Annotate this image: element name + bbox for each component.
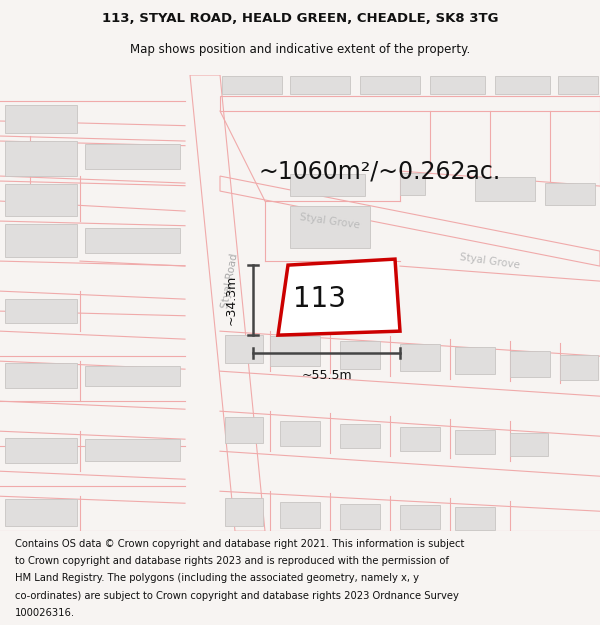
Bar — [455, 508, 495, 530]
Polygon shape — [278, 259, 400, 335]
Bar — [270, 336, 320, 366]
Text: ~55.5m: ~55.5m — [301, 369, 352, 382]
Bar — [430, 76, 485, 94]
Bar — [225, 498, 263, 526]
Text: HM Land Registry. The polygons (including the associated geometry, namely x, y: HM Land Registry. The polygons (includin… — [15, 574, 419, 584]
Bar — [340, 424, 380, 448]
Bar — [290, 206, 370, 248]
Text: to Crown copyright and database rights 2023 and is reproduced with the permissio: to Crown copyright and database rights 2… — [15, 556, 449, 566]
Bar — [85, 366, 180, 386]
Bar — [280, 503, 320, 528]
Bar — [5, 141, 77, 176]
Bar — [340, 341, 380, 369]
Bar — [560, 355, 598, 380]
Bar — [225, 335, 263, 363]
Bar — [5, 499, 77, 526]
Bar — [290, 76, 350, 94]
Bar — [85, 228, 180, 253]
Bar — [475, 177, 535, 201]
Bar — [5, 363, 77, 388]
Bar — [558, 76, 598, 94]
Text: 113: 113 — [293, 285, 347, 313]
Text: 100026316.: 100026316. — [15, 608, 75, 618]
Text: Styal Road: Styal Road — [220, 253, 240, 309]
Text: Styal Grove: Styal Grove — [459, 252, 521, 270]
Bar — [280, 421, 320, 446]
Bar — [5, 438, 77, 463]
Bar — [400, 344, 440, 371]
Bar — [510, 433, 548, 456]
Bar — [510, 351, 550, 377]
Bar — [455, 347, 495, 374]
Text: Contains OS data © Crown copyright and database right 2021. This information is : Contains OS data © Crown copyright and d… — [15, 539, 464, 549]
Bar — [85, 439, 180, 461]
Bar — [455, 430, 495, 454]
Bar — [360, 76, 420, 94]
Text: Map shows position and indicative extent of the property.: Map shows position and indicative extent… — [130, 42, 470, 56]
Text: Styal Grove: Styal Grove — [299, 212, 361, 230]
Bar — [290, 174, 365, 196]
Bar — [340, 504, 380, 529]
Text: ~34.3m: ~34.3m — [224, 275, 238, 325]
Bar — [400, 173, 425, 195]
Bar — [495, 76, 550, 94]
Bar — [545, 183, 595, 205]
Bar — [5, 224, 77, 257]
Bar — [225, 418, 263, 443]
Bar — [5, 299, 77, 323]
Bar — [5, 105, 77, 133]
Text: ~1060m²/~0.262ac.: ~1060m²/~0.262ac. — [259, 159, 501, 183]
Bar — [85, 144, 180, 169]
Bar — [400, 505, 440, 529]
Text: 113, STYAL ROAD, HEALD GREEN, CHEADLE, SK8 3TG: 113, STYAL ROAD, HEALD GREEN, CHEADLE, S… — [102, 12, 498, 25]
Text: co-ordinates) are subject to Crown copyright and database rights 2023 Ordnance S: co-ordinates) are subject to Crown copyr… — [15, 591, 459, 601]
Bar — [400, 428, 440, 451]
Bar — [222, 76, 282, 94]
Bar — [5, 184, 77, 216]
